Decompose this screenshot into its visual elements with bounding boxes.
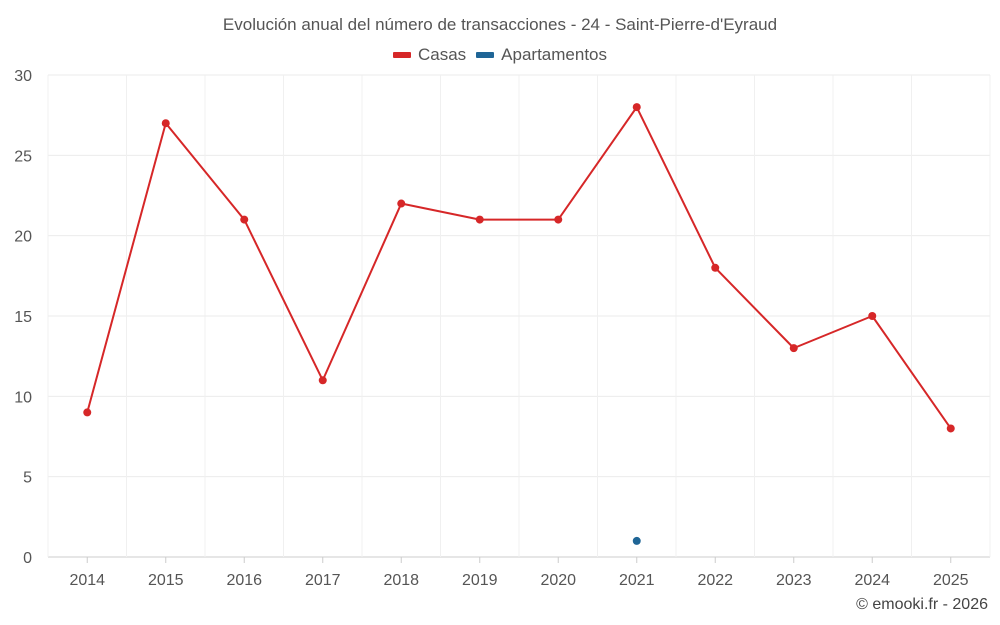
legend-label-casas: Casas (417, 45, 467, 64)
x-tick-label: 2014 (69, 572, 105, 589)
data-point-casas[interactable] (83, 408, 92, 417)
x-tick-label: 2019 (462, 572, 498, 589)
data-point-casas[interactable] (161, 119, 170, 128)
series-line-casas (86, 106, 952, 430)
credit-text: © emooki.fr - 2026 (856, 596, 988, 613)
y-tick-label: 0 (23, 550, 32, 567)
data-point-casas[interactable] (632, 103, 641, 112)
x-tick-label: 2017 (305, 572, 341, 589)
legend-swatch-apartamentos (476, 52, 495, 58)
legend-item-apartamentos[interactable]: Apartamentos (476, 45, 607, 65)
y-tick-label: 5 (23, 470, 32, 487)
x-tick-label: 2022 (697, 572, 733, 589)
data-point-casas[interactable] (554, 215, 563, 224)
x-tick-label: 2023 (776, 572, 812, 589)
data-point-casas[interactable] (475, 215, 484, 224)
x-tick-label: 2020 (540, 572, 576, 589)
y-tick-label: 10 (14, 389, 32, 406)
grid-layer (47, 74, 991, 558)
data-point-casas[interactable] (868, 312, 877, 320)
legend: Casas Apartamentos (0, 45, 1000, 65)
x-tick-label: 2024 (854, 572, 890, 589)
x-tick-label: 2016 (226, 572, 262, 589)
data-point-casas[interactable] (240, 215, 249, 224)
chart-title: Evolución anual del número de transaccio… (222, 15, 778, 34)
y-tick-label: 15 (14, 309, 32, 326)
data-point-casas[interactable] (318, 376, 327, 385)
legend-label-apartamentos: Apartamentos (501, 45, 608, 64)
x-tick-label: 2025 (933, 572, 969, 589)
legend-item-casas[interactable]: Casas (392, 45, 467, 65)
x-tick-label: 2015 (148, 572, 184, 589)
data-point-casas[interactable] (711, 263, 720, 272)
legend-swatch-casas (392, 52, 411, 58)
data-point-casas[interactable] (789, 344, 798, 353)
y-tick-label: 25 (14, 148, 32, 165)
x-tick-label: 2021 (619, 572, 655, 589)
data-point-casas[interactable] (946, 424, 955, 433)
x-tick-label: 2018 (383, 572, 419, 589)
series-layer (83, 103, 955, 545)
data-point-casas[interactable] (397, 199, 406, 208)
data-point-apartamentos[interactable] (632, 536, 641, 545)
y-tick-label: 30 (14, 68, 32, 85)
y-tick-label: 20 (14, 229, 32, 246)
